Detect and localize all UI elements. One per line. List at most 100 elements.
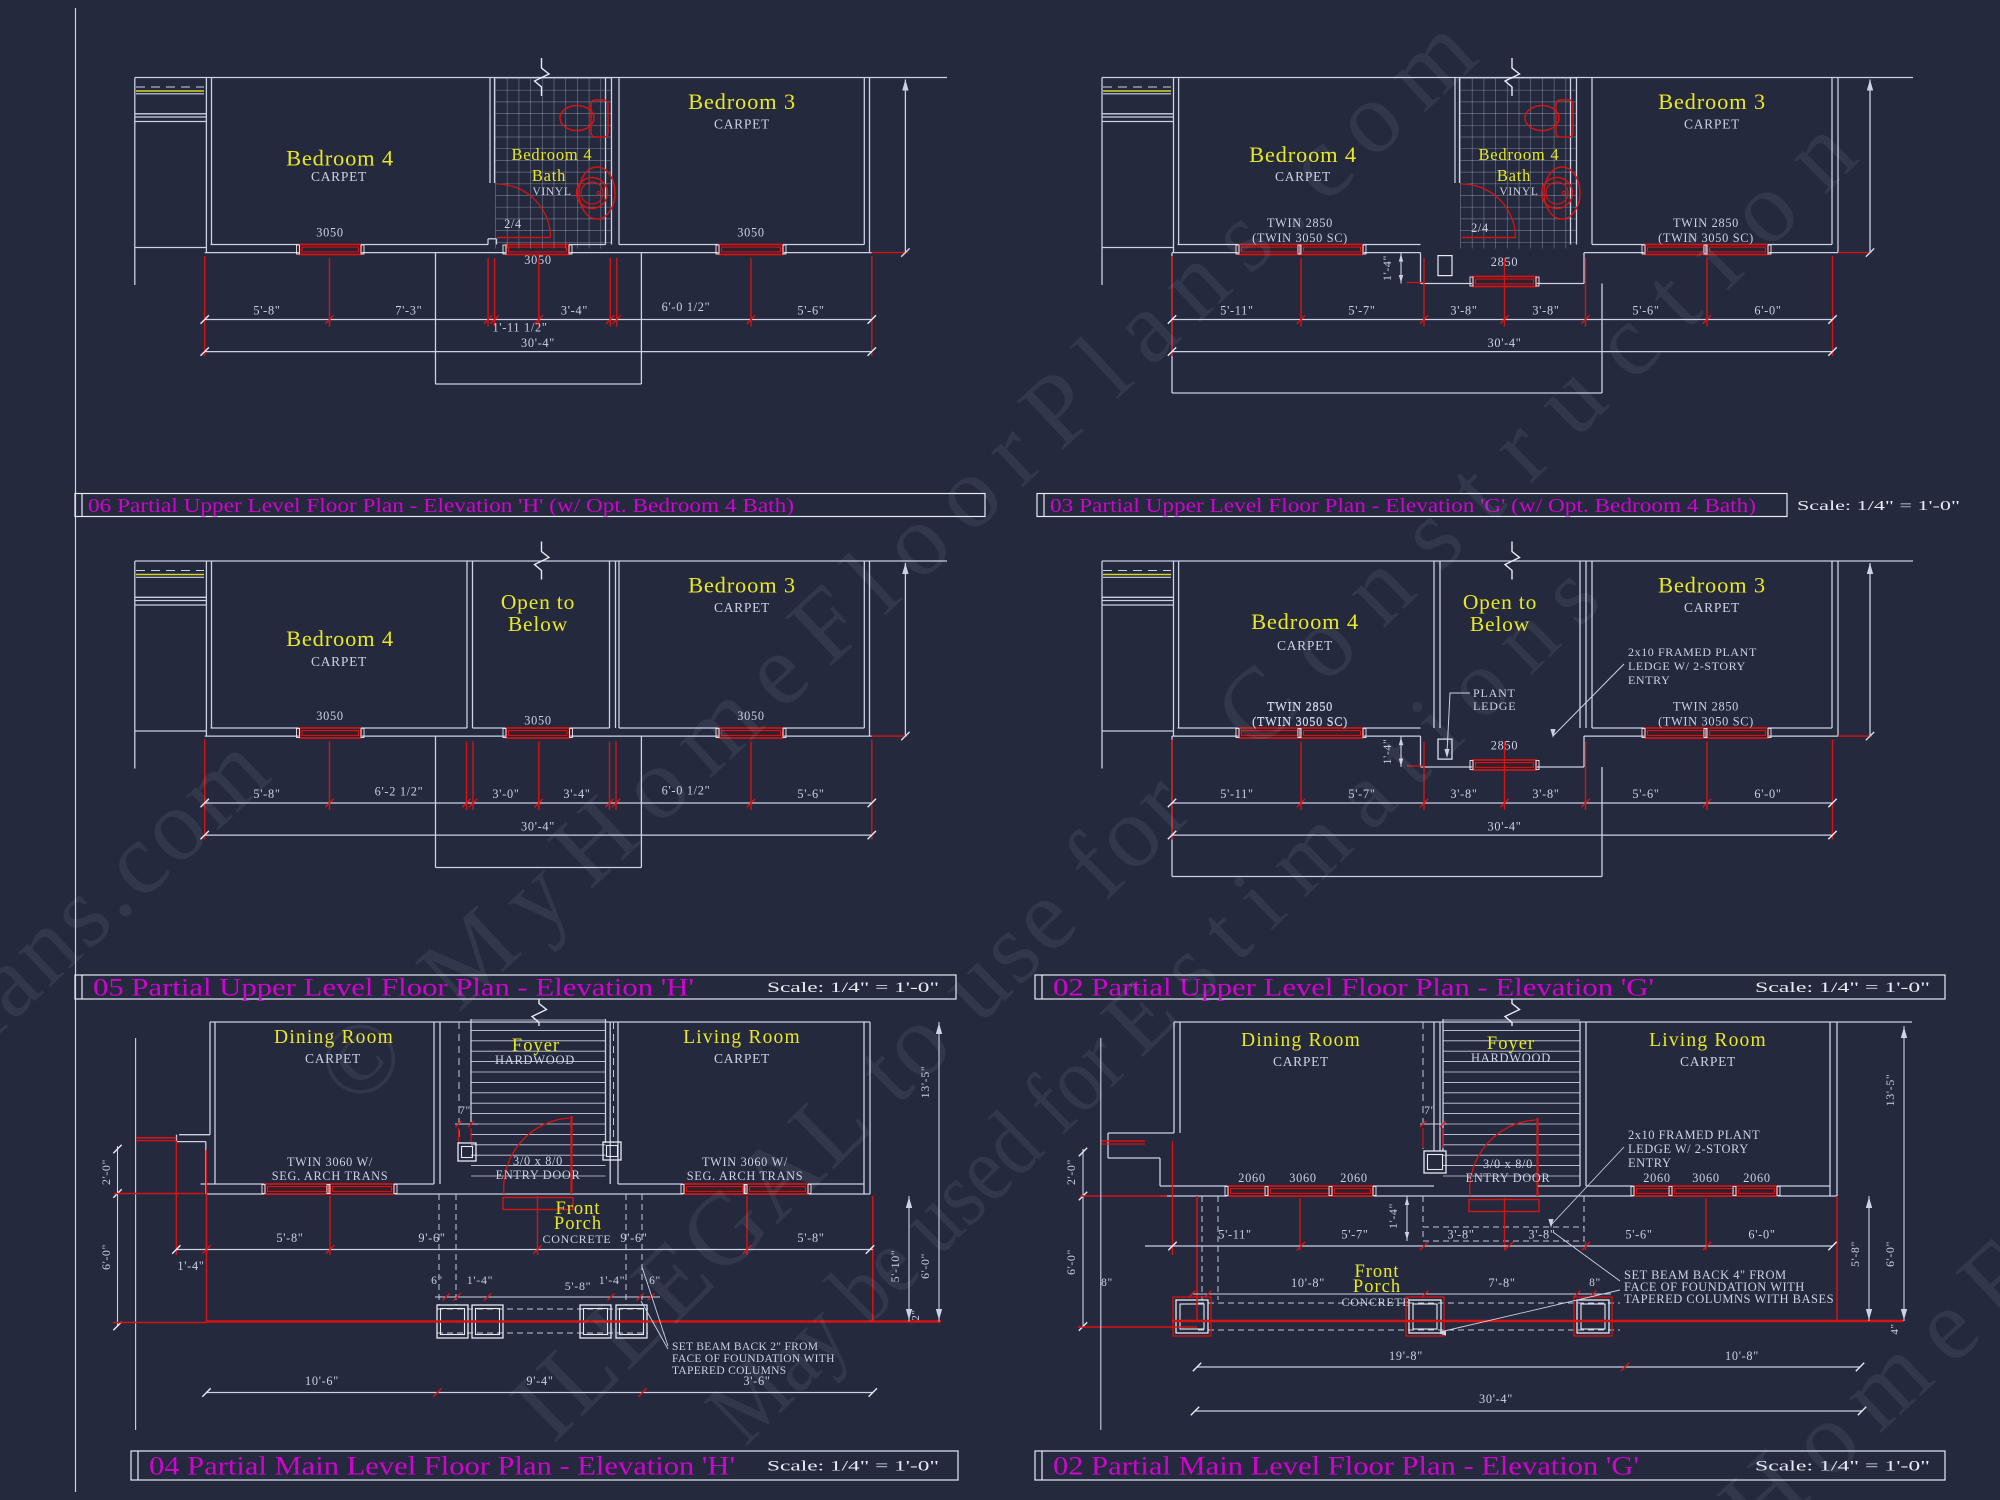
svg-text:30'-4": 30'-4" <box>1479 1392 1513 1406</box>
svg-text:2/4: 2/4 <box>1471 221 1489 235</box>
svg-text:(TWIN 3050 SC): (TWIN 3050 SC) <box>1658 231 1754 245</box>
svg-text:10'-6": 10'-6" <box>305 1374 339 1388</box>
svg-text:5'-6": 5'-6" <box>1632 787 1659 801</box>
svg-text:7": 7" <box>459 1105 471 1117</box>
svg-text:3'-8": 3'-8" <box>1532 303 1559 317</box>
svg-text:6": 6" <box>431 1275 443 1287</box>
svg-text:TWIN 3060 W/: TWIN 3060 W/ <box>287 1155 373 1169</box>
svg-text:5'-8": 5'-8" <box>1848 1241 1862 1267</box>
svg-text:3'-8": 3'-8" <box>1447 1228 1474 1242</box>
svg-text:SET BEAM BACK 4" FROM: SET BEAM BACK 4" FROM <box>1624 1268 1787 1282</box>
svg-text:3050: 3050 <box>737 226 764 240</box>
svg-text:CARPET: CARPET <box>305 1051 361 1066</box>
svg-text:Open to: Open to <box>501 590 575 614</box>
svg-text:5'-8": 5'-8" <box>276 1231 303 1245</box>
svg-text:ENTRY: ENTRY <box>1628 1156 1671 1170</box>
svg-text:HARDWOOD: HARDWOOD <box>495 1053 575 1067</box>
svg-text:FACE OF FOUNDATION WITH: FACE OF FOUNDATION WITH <box>672 1353 835 1365</box>
svg-text:1'-4": 1'-4" <box>177 1259 204 1273</box>
svg-text:Bedroom 4: Bedroom 4 <box>512 145 593 164</box>
svg-text:(TWIN 3050 SC): (TWIN 3050 SC) <box>1252 715 1348 729</box>
svg-text:CARPET: CARPET <box>311 654 367 669</box>
svg-text:Bedroom 3: Bedroom 3 <box>1658 573 1766 598</box>
svg-text:3'-4": 3'-4" <box>563 787 590 801</box>
svg-text:5'-6": 5'-6" <box>1632 303 1659 317</box>
svg-text:CARPET: CARPET <box>714 600 770 615</box>
svg-text:13'-5": 13'-5" <box>1883 1074 1897 1107</box>
svg-text:9'-6": 9'-6" <box>620 1231 647 1245</box>
svg-text:HARDWOOD: HARDWOOD <box>1471 1051 1551 1065</box>
svg-text:Front: Front <box>1354 1262 1399 1282</box>
svg-text:19'-8": 19'-8" <box>1389 1349 1423 1363</box>
svg-text:3/0 x 8/0: 3/0 x 8/0 <box>1483 1157 1533 1171</box>
svg-text:3'-6": 3'-6" <box>743 1374 770 1388</box>
svg-text:Bedroom 3: Bedroom 3 <box>688 573 796 598</box>
svg-text:8": 8" <box>1101 1277 1113 1289</box>
svg-text:1'-4": 1'-4" <box>467 1273 494 1287</box>
svg-text:30'-4": 30'-4" <box>521 336 555 350</box>
svg-text:CARPET: CARPET <box>714 117 770 132</box>
svg-text:30'-4": 30'-4" <box>1488 336 1522 350</box>
svg-text:6'-0": 6'-0" <box>1754 303 1781 317</box>
svg-text:3050: 3050 <box>737 709 764 723</box>
svg-text:CONCRETE: CONCRETE <box>1342 1295 1411 1309</box>
svg-text:Bedroom 4: Bedroom 4 <box>286 626 394 651</box>
svg-text:Living Room: Living Room <box>683 1027 801 1048</box>
svg-text:CARPET: CARPET <box>1684 600 1740 615</box>
svg-text:Dining Room: Dining Room <box>274 1027 394 1048</box>
svg-text:CARPET: CARPET <box>311 169 367 184</box>
svg-text:Open to: Open to <box>1463 590 1537 614</box>
svg-text:7'-3": 7'-3" <box>395 303 422 317</box>
svg-text:05 Partial Upper Level Fl: 05 Partial Upper Level Floor Plan - Elev… <box>93 973 694 1002</box>
svg-text:1'-11 1/2": 1'-11 1/2" <box>492 321 547 335</box>
svg-text:3050: 3050 <box>316 709 343 723</box>
svg-text:1'-4": 1'-4" <box>599 1273 626 1287</box>
svg-text:7": 7" <box>1424 1105 1436 1117</box>
svg-text:3'-0": 3'-0" <box>492 787 519 801</box>
svg-text:SET BEAM BACK 2" FROM: SET BEAM BACK 2" FROM <box>672 1341 818 1353</box>
svg-text:TWIN 2850: TWIN 2850 <box>1267 216 1333 230</box>
svg-text:7'-8": 7'-8" <box>1488 1276 1515 1290</box>
svg-text:10'-8": 10'-8" <box>1725 1349 1759 1363</box>
svg-text:5'-11": 5'-11" <box>1218 1228 1252 1242</box>
svg-text:10'-8": 10'-8" <box>1291 1276 1325 1290</box>
svg-text:Living Room: Living Room <box>1649 1030 1767 1051</box>
svg-text:Scale: 1/4" = 1'-0": Scale: 1/4" = 1'-0" <box>767 1458 939 1474</box>
svg-text:© MyHomeFloorPlans.com: © MyHomeFloorPlans.com <box>294 0 1497 1127</box>
svg-text:5'-11": 5'-11" <box>1220 303 1254 317</box>
svg-text:Front: Front <box>555 1199 600 1219</box>
svg-text:TWIN 2850: TWIN 2850 <box>1267 700 1333 714</box>
svg-text:3050: 3050 <box>524 253 551 267</box>
svg-text:Scale: 1/4" = 1'-0": Scale: 1/4" = 1'-0" <box>1797 499 1960 514</box>
svg-text:ENTRY: ENTRY <box>1628 673 1670 687</box>
svg-text:9'-4": 9'-4" <box>526 1374 553 1388</box>
svg-text:CARPET: CARPET <box>1684 117 1740 132</box>
svg-text:6'-0": 6'-0" <box>918 1253 932 1279</box>
svg-text:Scale: 1/4" = 1'-0": Scale: 1/4" = 1'-0" <box>1755 980 1930 996</box>
svg-text:3'-8": 3'-8" <box>1532 787 1559 801</box>
svg-text:LEDGE W/ 2-STORY: LEDGE W/ 2-STORY <box>1628 1142 1749 1156</box>
svg-text:CONCRETE: CONCRETE <box>543 1232 612 1246</box>
svg-text:CARPET: CARPET <box>1273 1054 1329 1069</box>
svg-text:Bedroom 4: Bedroom 4 <box>1251 609 1359 634</box>
svg-text:1'-4": 1'-4" <box>1380 255 1394 281</box>
svg-text:3'-8": 3'-8" <box>1528 1228 1555 1242</box>
svg-text:(TWIN 3050 SC): (TWIN 3050 SC) <box>1252 231 1348 245</box>
svg-text:FACE OF FOUNDATION WITH: FACE OF FOUNDATION WITH <box>1624 1280 1805 1294</box>
svg-text:CARPET: CARPET <box>1680 1054 1736 1069</box>
svg-text:TAPERED COLUMNS WITH BASES: TAPERED COLUMNS WITH BASES <box>1624 1292 1834 1306</box>
svg-text:3060: 3060 <box>1692 1171 1719 1185</box>
svg-text:TWIN 2850: TWIN 2850 <box>1673 216 1739 230</box>
svg-text:Porch: Porch <box>1353 1277 1401 1297</box>
svg-text:6'-0 1/2": 6'-0 1/2" <box>662 300 711 314</box>
svg-text:13'-5": 13'-5" <box>918 1066 932 1099</box>
svg-text:5'-6": 5'-6" <box>797 787 824 801</box>
svg-text:5'-7": 5'-7" <box>1348 787 1375 801</box>
svg-text:5'-7": 5'-7" <box>1348 303 1375 317</box>
svg-text:2/4: 2/4 <box>504 217 522 231</box>
svg-text:Porch: Porch <box>554 1214 602 1234</box>
svg-text:LEDGE: LEDGE <box>1473 699 1516 713</box>
svg-text:5'-10": 5'-10" <box>888 1250 902 1283</box>
svg-text:3/0 x 8/0: 3/0 x 8/0 <box>513 1154 563 1168</box>
svg-text:2060: 2060 <box>1643 1171 1670 1185</box>
